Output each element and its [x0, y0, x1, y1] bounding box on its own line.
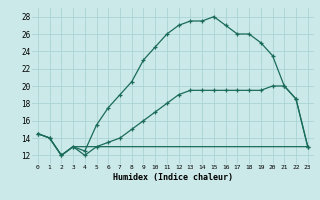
X-axis label: Humidex (Indice chaleur): Humidex (Indice chaleur): [113, 173, 233, 182]
